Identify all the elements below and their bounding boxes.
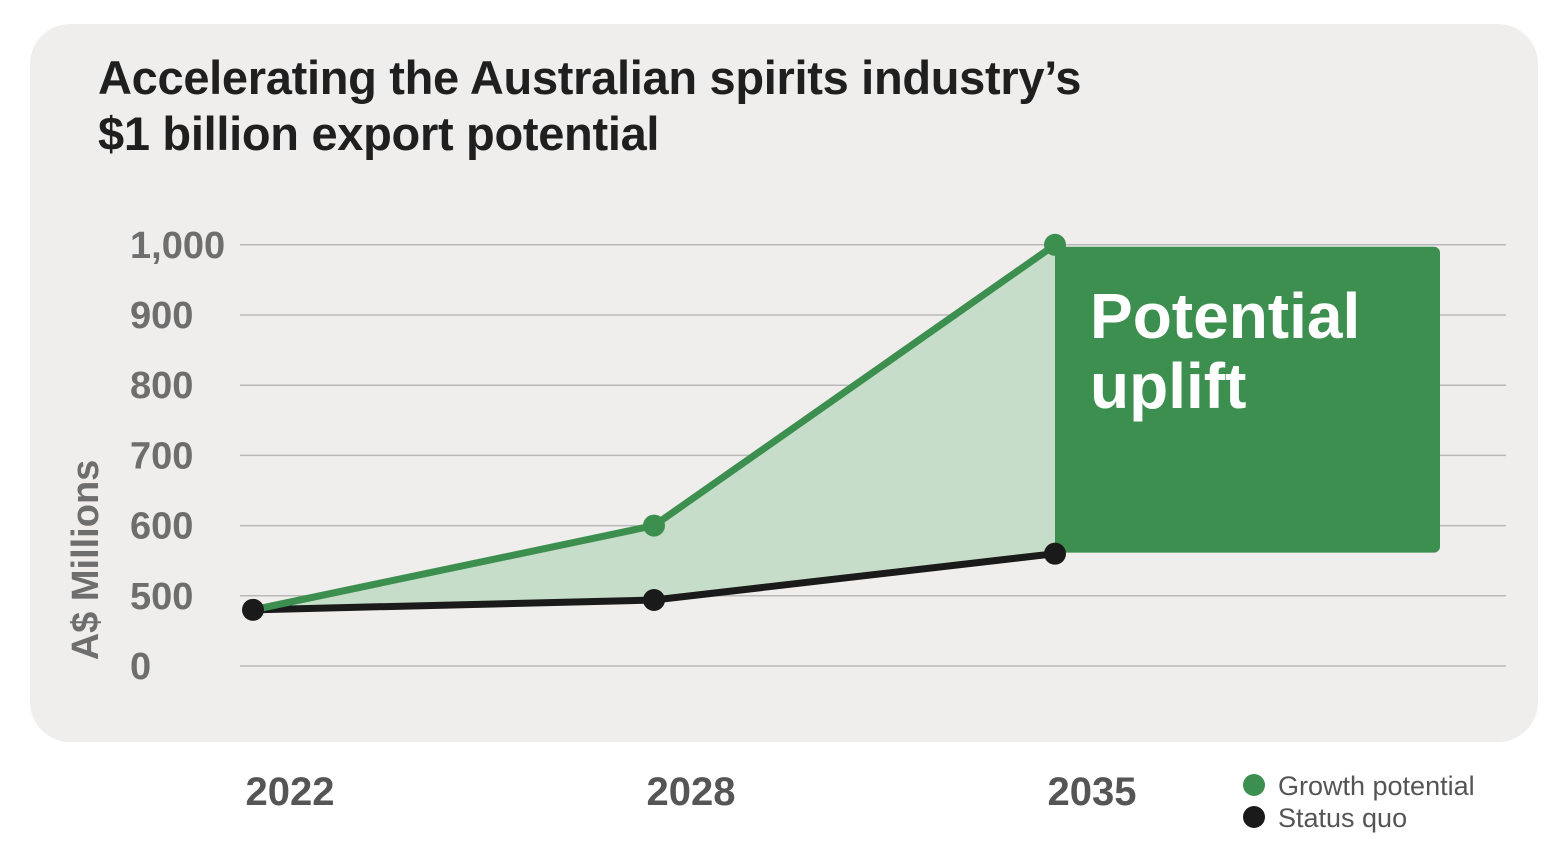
y-tick-label: 900 xyxy=(130,295,193,337)
legend-marker xyxy=(1243,806,1265,828)
chart-title-line-2: $1 billion export potential xyxy=(98,107,660,160)
growth-potential-point xyxy=(1044,233,1066,256)
y-axis-ticks: 0 500 600 700 800 900 1,000 xyxy=(130,225,225,688)
x-tick-label: 2035 xyxy=(1048,770,1137,814)
y-tick-label: 0 xyxy=(130,646,151,688)
uplift-area xyxy=(253,244,1055,610)
legend-label: Growth potential xyxy=(1278,771,1475,801)
series-points xyxy=(242,233,1066,621)
callout-text-line: Potential xyxy=(1090,280,1360,352)
y-tick-label: 800 xyxy=(130,365,193,407)
callout-text-line: uplift xyxy=(1090,350,1246,422)
chart-title-line-1: Accelerating the Australian spirits indu… xyxy=(98,51,1082,104)
status-quo-point xyxy=(1044,542,1066,565)
status-quo-point xyxy=(643,589,665,612)
growth-potential-point xyxy=(643,514,665,537)
y-tick-label: 1,000 xyxy=(130,225,225,267)
legend-marker xyxy=(1243,774,1265,796)
y-tick-label: 500 xyxy=(130,576,193,618)
x-tick-label: 2022 xyxy=(246,770,335,814)
uplift-area-fill xyxy=(253,244,1055,610)
y-axis-label: A$ Millions xyxy=(65,460,107,661)
y-tick-label: 700 xyxy=(130,435,193,477)
y-tick-label: 600 xyxy=(130,506,193,548)
x-axis-ticks: 2022 2028 2035 xyxy=(246,770,1137,814)
callout-box xyxy=(1055,246,1440,553)
legend-label: Status quo xyxy=(1278,803,1407,833)
chart-title: Accelerating the Australian spirits indu… xyxy=(98,50,1081,162)
x-tick-label: 2028 xyxy=(647,770,736,814)
status-quo-point xyxy=(242,598,264,621)
